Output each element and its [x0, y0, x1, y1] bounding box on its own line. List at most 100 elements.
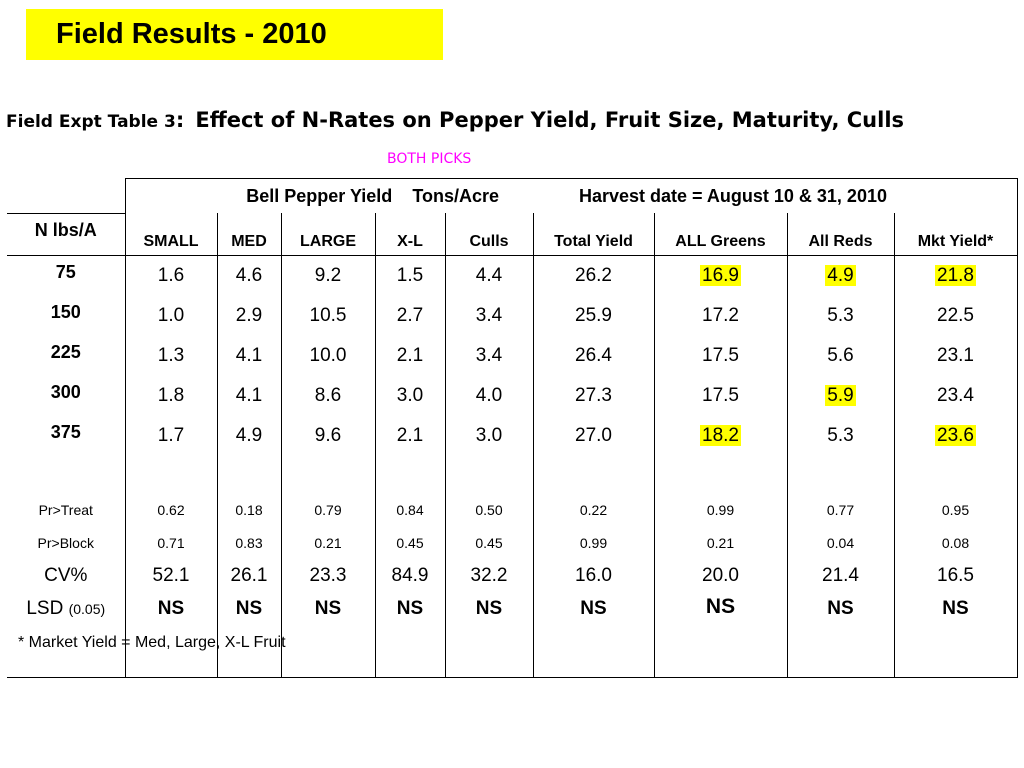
footnote: * Market Yield = Med, Large, X-L Fruit	[18, 634, 286, 651]
large-cell: 0.79	[280, 493, 375, 527]
corner-cell	[7, 178, 125, 214]
table-title: Field Expt Table 3: Effect of N-Rates on…	[6, 108, 904, 132]
both-picks-label: BOTH PICKS	[387, 151, 472, 167]
table-title-main: Effect of N-Rates on Pepper Yield, Fruit…	[195, 108, 905, 132]
total-yield-cell: 0.22	[532, 493, 654, 527]
table-row: 150 1.0 2.9 10.5 2.7 3.4 25.9 17.2 5.3 2…	[7, 295, 1018, 336]
stat-label: CV%	[44, 565, 88, 586]
all-reds-cell: 0.77	[786, 493, 894, 527]
results-table: Bell Pepper Yield Tons/Acre Harvest date…	[7, 178, 1018, 678]
large-cell: 8.6	[280, 375, 375, 416]
highlighted-value: 18.2	[700, 424, 741, 446]
table-row: 75 1.6 4.6 9.2 1.5 4.4 26.2 16.9 4.9 21.…	[7, 255, 1018, 296]
med-cell: 26.1	[216, 559, 281, 593]
total-yield-cell: 26.4	[532, 335, 654, 376]
med-cell: 2.9	[216, 295, 281, 336]
small-cell: 0.71	[124, 526, 217, 560]
n-rate-cell: 150	[50, 301, 81, 322]
all-reds-cell: 5.3	[786, 295, 894, 336]
all-reds-cell: 0.04	[786, 526, 894, 560]
total-yield-cell: 27.0	[532, 415, 654, 456]
mkt-yield-cell: 23.6	[893, 415, 1018, 456]
total-yield-cell: 25.9	[532, 295, 654, 336]
total-yield-cell: 0.99	[532, 526, 654, 560]
col-header-n-rate: N lbs/A	[7, 213, 125, 256]
col-header-mkt-yield: Mkt Yield*	[893, 213, 1018, 256]
all-greens-cell: NS	[653, 592, 787, 631]
mkt-yield-cell: NS	[893, 592, 1018, 631]
all-reds-cell: NS	[786, 592, 894, 631]
total-yield-cell: 26.2	[532, 255, 654, 296]
xl-cell: 2.1	[374, 335, 445, 376]
mkt-yield-cell: 23.1	[893, 335, 1018, 376]
total-yield-cell: 16.0	[532, 559, 654, 593]
stats-row-pr-block: Pr>Block 0.71 0.83 0.21 0.45 0.45 0.99 0…	[7, 526, 1018, 560]
highlighted-value: 4.9	[825, 264, 856, 286]
yield-header-label: Bell Pepper Yield	[246, 185, 393, 206]
col-header-total-yield: Total Yield	[532, 213, 654, 256]
col-header-xl: X-L	[374, 213, 445, 256]
culls-cell: 4.0	[444, 375, 533, 416]
xl-cell: 1.5	[374, 255, 445, 296]
med-cell: 4.9	[216, 415, 281, 456]
table-title-prefix: Field Expt Table 3	[6, 112, 176, 132]
col-header-med: MED	[216, 213, 281, 256]
small-cell: 52.1	[124, 559, 217, 593]
small-cell: 1.6	[124, 255, 217, 296]
culls-cell: 0.50	[444, 493, 533, 527]
stat-label: Pr>Treat	[38, 502, 93, 518]
all-greens-cell: 16.9	[653, 255, 787, 296]
col-header-large: LARGE	[280, 213, 375, 256]
xl-cell: 84.9	[374, 559, 445, 593]
all-greens-cell: 0.21	[653, 526, 787, 560]
large-cell: 9.2	[280, 255, 375, 296]
mkt-yield-cell: 21.8	[893, 255, 1018, 296]
culls-cell: 3.0	[444, 415, 533, 456]
group-header-row: Bell Pepper Yield Tons/Acre Harvest date…	[7, 178, 1018, 214]
all-greens-cell: 20.0	[653, 559, 787, 593]
units-header-label: Tons/Acre	[412, 185, 499, 206]
med-cell: 4.1	[216, 335, 281, 376]
stats-row-lsd: LSD (0.05) NS NS NS NS NS NS NS NS NS	[7, 592, 1018, 631]
n-rate-cell: 225	[50, 341, 81, 362]
culls-cell: 32.2	[444, 559, 533, 593]
spacer-row	[7, 455, 1018, 494]
all-reds-cell: 5.3	[786, 415, 894, 456]
all-greens-cell: 17.5	[653, 335, 787, 376]
culls-cell: NS	[444, 592, 533, 631]
col-header-small: SMALL	[124, 213, 217, 256]
large-cell: 10.0	[280, 335, 375, 376]
total-yield-cell: NS	[532, 592, 654, 631]
xl-cell: 2.1	[374, 415, 445, 456]
highlighted-value: 21.8	[935, 264, 976, 286]
harvest-group-header: Harvest date = August 10 & 31, 2010	[533, 178, 1018, 213]
stats-row-pr-treat: Pr>Treat 0.62 0.18 0.79 0.84 0.50 0.22 0…	[7, 493, 1018, 527]
small-cell: 0.62	[124, 493, 217, 527]
large-cell: NS	[280, 592, 375, 631]
yield-group-header: Bell Pepper Yield Tons/Acre	[124, 178, 533, 213]
small-cell: 1.7	[124, 415, 217, 456]
table-bottom-row	[7, 630, 1018, 678]
culls-cell: 4.4	[444, 255, 533, 296]
med-cell: 4.6	[216, 255, 281, 296]
mkt-yield-cell: 0.95	[893, 493, 1018, 527]
culls-cell: 3.4	[444, 335, 533, 376]
large-cell: 9.6	[280, 415, 375, 456]
mkt-yield-cell: 0.08	[893, 526, 1018, 560]
med-cell: 0.83	[216, 526, 281, 560]
mkt-yield-cell: 22.5	[893, 295, 1018, 336]
lsd-label: LSD	[26, 597, 64, 619]
highlighted-value: 23.6	[935, 424, 976, 446]
xl-cell: 0.45	[374, 526, 445, 560]
all-reds-cell: 21.4	[786, 559, 894, 593]
table-row: 300 1.8 4.1 8.6 3.0 4.0 27.3 17.5 5.9 23…	[7, 375, 1018, 416]
all-reds-cell: 5.6	[786, 335, 894, 376]
xl-cell: 2.7	[374, 295, 445, 336]
mkt-yield-cell: 23.4	[893, 375, 1018, 416]
small-cell: NS	[124, 592, 217, 631]
lsd-label-sub: (0.05)	[68, 600, 106, 617]
table-row: 375 1.7 4.9 9.6 2.1 3.0 27.0 18.2 5.3 23…	[7, 415, 1018, 456]
title-banner: Field Results - 2010	[26, 9, 443, 60]
all-greens-cell: 17.5	[653, 375, 787, 416]
